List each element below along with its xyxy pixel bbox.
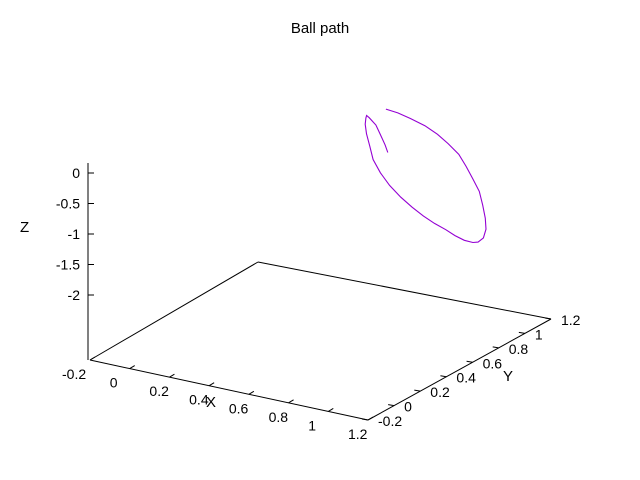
y-tick-label: 0.2 bbox=[430, 384, 450, 400]
x-tick-label: 0.4 bbox=[189, 392, 209, 408]
y-tick-label: 0.6 bbox=[483, 355, 503, 371]
y-tick-mark bbox=[440, 375, 447, 378]
y-tick-mark bbox=[361, 418, 369, 421]
y-axis-line bbox=[367, 318, 552, 421]
x-tick-mark bbox=[367, 416, 374, 421]
y-tick-mark bbox=[492, 346, 499, 349]
y-tick-label: -0.2 bbox=[378, 413, 402, 429]
y-tick-label: 1 bbox=[535, 326, 543, 342]
x-tick-mark bbox=[169, 373, 175, 378]
x-tick-label: 0 bbox=[110, 375, 118, 391]
y-tick-mark bbox=[388, 404, 395, 407]
ball-path-line bbox=[364, 108, 487, 244]
x-axis-line bbox=[89, 359, 369, 421]
y-tick-mark bbox=[518, 331, 525, 334]
x-tick-label: -0.2 bbox=[62, 366, 86, 382]
x-tick-label: 0.6 bbox=[229, 400, 249, 416]
y-tick-label: 0.4 bbox=[456, 370, 476, 386]
z-tick-label: 0 bbox=[72, 165, 80, 181]
z-axis-title: Z bbox=[20, 219, 29, 236]
x-ticks: -0.2 0 0.2 0.4 0.6 0.8 1 1.2 bbox=[62, 356, 374, 442]
y-tick-mark bbox=[414, 389, 421, 392]
z-tick-label: -1 bbox=[68, 226, 81, 242]
z-tick-label: -2 bbox=[68, 287, 81, 303]
y-tick-mark bbox=[466, 360, 473, 363]
x-tick-mark bbox=[208, 382, 215, 387]
z-tick-label: -0.5 bbox=[56, 196, 80, 212]
x-tick-label: 0.8 bbox=[269, 409, 289, 425]
x-tick-label: 1 bbox=[308, 417, 316, 433]
x-tick-mark bbox=[89, 356, 96, 361]
x-tick-label: 0.2 bbox=[149, 383, 169, 399]
z-ticks: 0 -0.5 -1 -1.5 -2 bbox=[56, 165, 94, 303]
base-plane bbox=[89, 261, 552, 421]
back-y-edge bbox=[89, 261, 259, 361]
x-tick-mark bbox=[328, 407, 334, 412]
y-tick-mark bbox=[544, 317, 552, 320]
x-axis-title: X bbox=[206, 394, 216, 411]
y-tick-label: 0.8 bbox=[509, 341, 529, 357]
x-tick-mark bbox=[248, 390, 255, 395]
y-axis-title: Y bbox=[503, 368, 513, 385]
x-tick-mark bbox=[288, 399, 294, 404]
y-ticks: -0.20 0.2 0.4 0.6 0.8 1 1.2 bbox=[361, 312, 581, 429]
x-tick-label: 1.2 bbox=[348, 426, 368, 442]
y-tick-label: 1.2 bbox=[561, 312, 581, 328]
z-tick-label: -1.5 bbox=[56, 257, 80, 273]
y-tick-label: 0 bbox=[404, 399, 412, 415]
chart-title: Ball path bbox=[291, 20, 349, 37]
x-tick-mark bbox=[129, 365, 135, 370]
back-x-edge bbox=[257, 261, 552, 320]
